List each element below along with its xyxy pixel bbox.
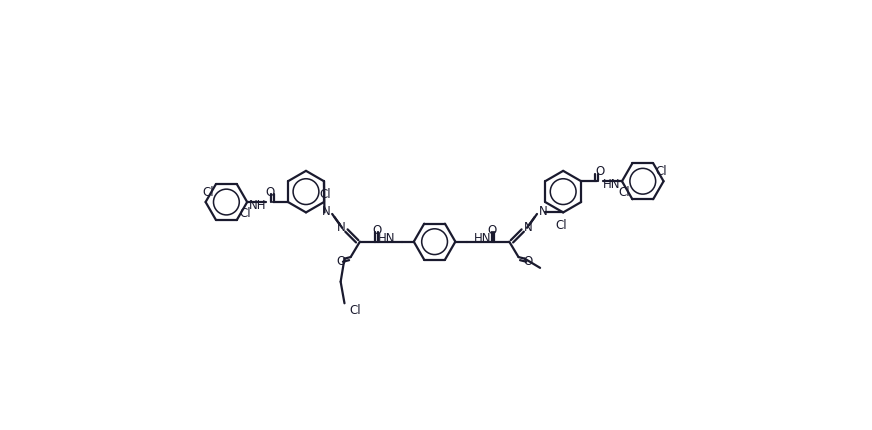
Text: HN: HN [378,232,395,245]
Text: Cl: Cl [239,206,251,219]
Text: N: N [523,220,532,233]
Text: N: N [539,205,548,218]
Text: NH: NH [249,198,266,211]
Text: O: O [595,165,604,178]
Text: HN: HN [473,232,491,245]
Text: O: O [265,185,274,198]
Text: N: N [322,205,330,218]
Text: Cl: Cl [618,186,630,199]
Text: Cl: Cl [656,165,667,178]
Text: Cl: Cl [349,303,361,316]
Text: Cl: Cl [202,186,214,199]
Text: Cl: Cl [555,219,568,232]
Text: O: O [487,223,497,237]
Text: O: O [372,223,381,237]
Text: Cl: Cl [320,187,331,200]
Text: O: O [337,254,346,267]
Text: O: O [523,254,533,267]
Text: HN: HN [603,178,621,190]
Text: N: N [337,220,346,233]
